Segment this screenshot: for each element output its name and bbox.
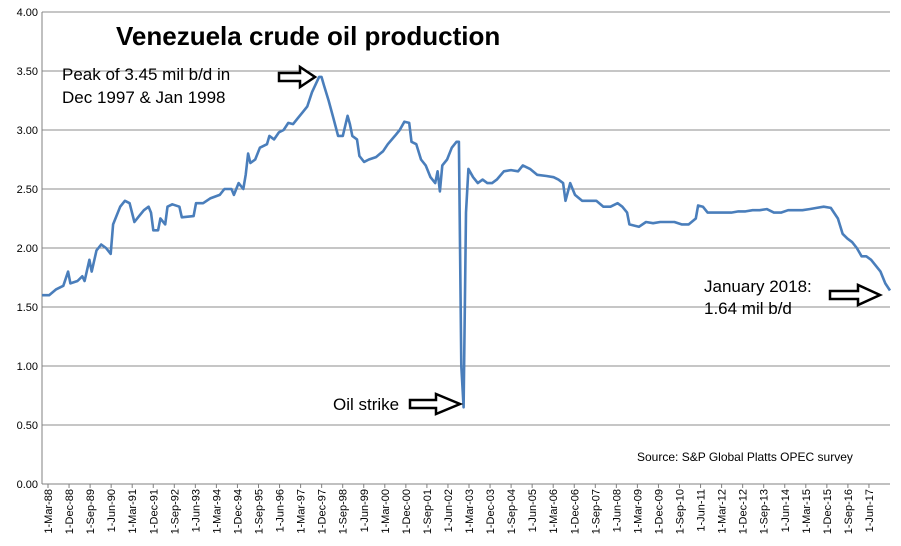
x-tick-label: 1-Sep-07 (590, 489, 602, 534)
x-tick-label: 1-Jun-11 (696, 489, 708, 532)
x-tick-label: 1-Sep-16 (843, 489, 855, 534)
x-tick-label: 1-Mar-97 (296, 489, 308, 534)
x-tick-label: 1-Dec-97 (317, 489, 329, 534)
y-tick-label: 2.50 (17, 184, 38, 196)
x-axis: 1-Mar-88 1-Dec-88 1-Sep-89 1-Jun-90 1-Mar-91… (43, 489, 876, 534)
annotation-peak-line: Peak of 3.45 mil b/d in (62, 65, 230, 84)
arrow-right-icon (277, 64, 318, 90)
x-tick-label: 1-Jun-99 (359, 489, 371, 532)
annotation-oil-strike: Oil strike (333, 395, 399, 414)
y-tick-label: 0.00 (17, 479, 38, 491)
x-tick-label: 1-Sep-98 (338, 489, 350, 534)
series-line (42, 75, 892, 409)
x-tick-label: 1-Mar-06 (548, 489, 560, 534)
arrow-right-icon (828, 283, 884, 307)
source-note: Source: S&P Global Platts OPEC survey (637, 450, 853, 464)
x-tick-label: 1-Jun-17 (864, 489, 876, 532)
annotation-jan-2018: January 2018: 1.64 mil b/d (704, 277, 816, 318)
arrow-right-icon (408, 392, 464, 416)
x-tick-label: 1-Jun-05 (527, 489, 539, 532)
y-tick-label: 1.50 (17, 302, 38, 314)
x-tick-label: 1-Sep-04 (506, 489, 518, 534)
x-tick-label: 1-Mar-09 (632, 489, 644, 534)
x-tick-label: 1-Jun-96 (275, 489, 287, 532)
annotation-jan-2018-line: 1.64 mil b/d (704, 299, 792, 318)
x-tick-label: 1-Dec-91 (148, 489, 160, 534)
x-tick-label: 1-Dec-15 (822, 489, 834, 534)
y-tick-label: 2.00 (17, 243, 38, 255)
x-tick-label: 1-Jun-90 (106, 489, 118, 532)
y-tick-label: 1.00 (17, 361, 38, 373)
x-tick-label: 1-Jun-02 (443, 489, 455, 532)
x-tick-label: 1-Dec-88 (64, 489, 76, 534)
x-tick-label: 1-Mar-88 (43, 489, 55, 534)
x-tick-label: 1-Mar-00 (380, 489, 392, 534)
x-tick-label: 1-Dec-94 (232, 489, 244, 534)
annotation-peak-line: Dec 1997 & Jan 1998 (62, 88, 226, 107)
x-tick-label: 1-Mar-94 (211, 489, 223, 534)
annotation-jan-2018-line: January 2018: (704, 277, 812, 296)
x-tick-label: 1-Sep-10 (675, 489, 687, 534)
annotation-peak: Peak of 3.45 mil b/d in Dec 1997 & Jan 1… (62, 65, 235, 107)
x-tick-label: 1-Mar-15 (801, 489, 813, 534)
y-tick-label: 4.00 (17, 7, 38, 19)
y-tick-label: 3.50 (17, 66, 38, 78)
x-tick-label: 1-Mar-12 (717, 489, 729, 534)
x-tick-label: 1-Dec-03 (485, 489, 497, 534)
x-tick-label: 1-Sep-92 (169, 489, 181, 534)
x-tick-label: 1-Dec-09 (653, 489, 665, 534)
x-tick-label: 1-Mar-91 (127, 489, 139, 534)
x-tick-label: 1-Sep-13 (759, 489, 771, 534)
x-tick-label: 1-Dec-06 (569, 489, 581, 534)
x-tick-label: 1-Jun-93 (190, 489, 202, 532)
x-tick-label: 1-Dec-12 (738, 489, 750, 534)
x-tick-label: 1-Sep-95 (254, 489, 266, 534)
x-tick-label: 1-Mar-03 (464, 489, 476, 534)
y-axis: 0.00 0.50 1.00 1.50 2.00 2.50 3.00 3.50 4.00 (17, 7, 38, 491)
x-tick-label: 1-Dec-00 (401, 489, 413, 534)
x-tick-label: 1-Jun-08 (611, 489, 623, 532)
x-tick-label: 1-Jun-14 (780, 489, 792, 532)
y-tick-label: 3.00 (17, 125, 38, 137)
x-tick-marks (47, 484, 870, 488)
x-tick-label: 1-Sep-01 (422, 489, 434, 534)
chart-title: Venezuela crude oil production (116, 21, 500, 51)
x-tick-label: 1-Sep-89 (85, 489, 97, 534)
y-tick-label: 0.50 (17, 420, 38, 432)
